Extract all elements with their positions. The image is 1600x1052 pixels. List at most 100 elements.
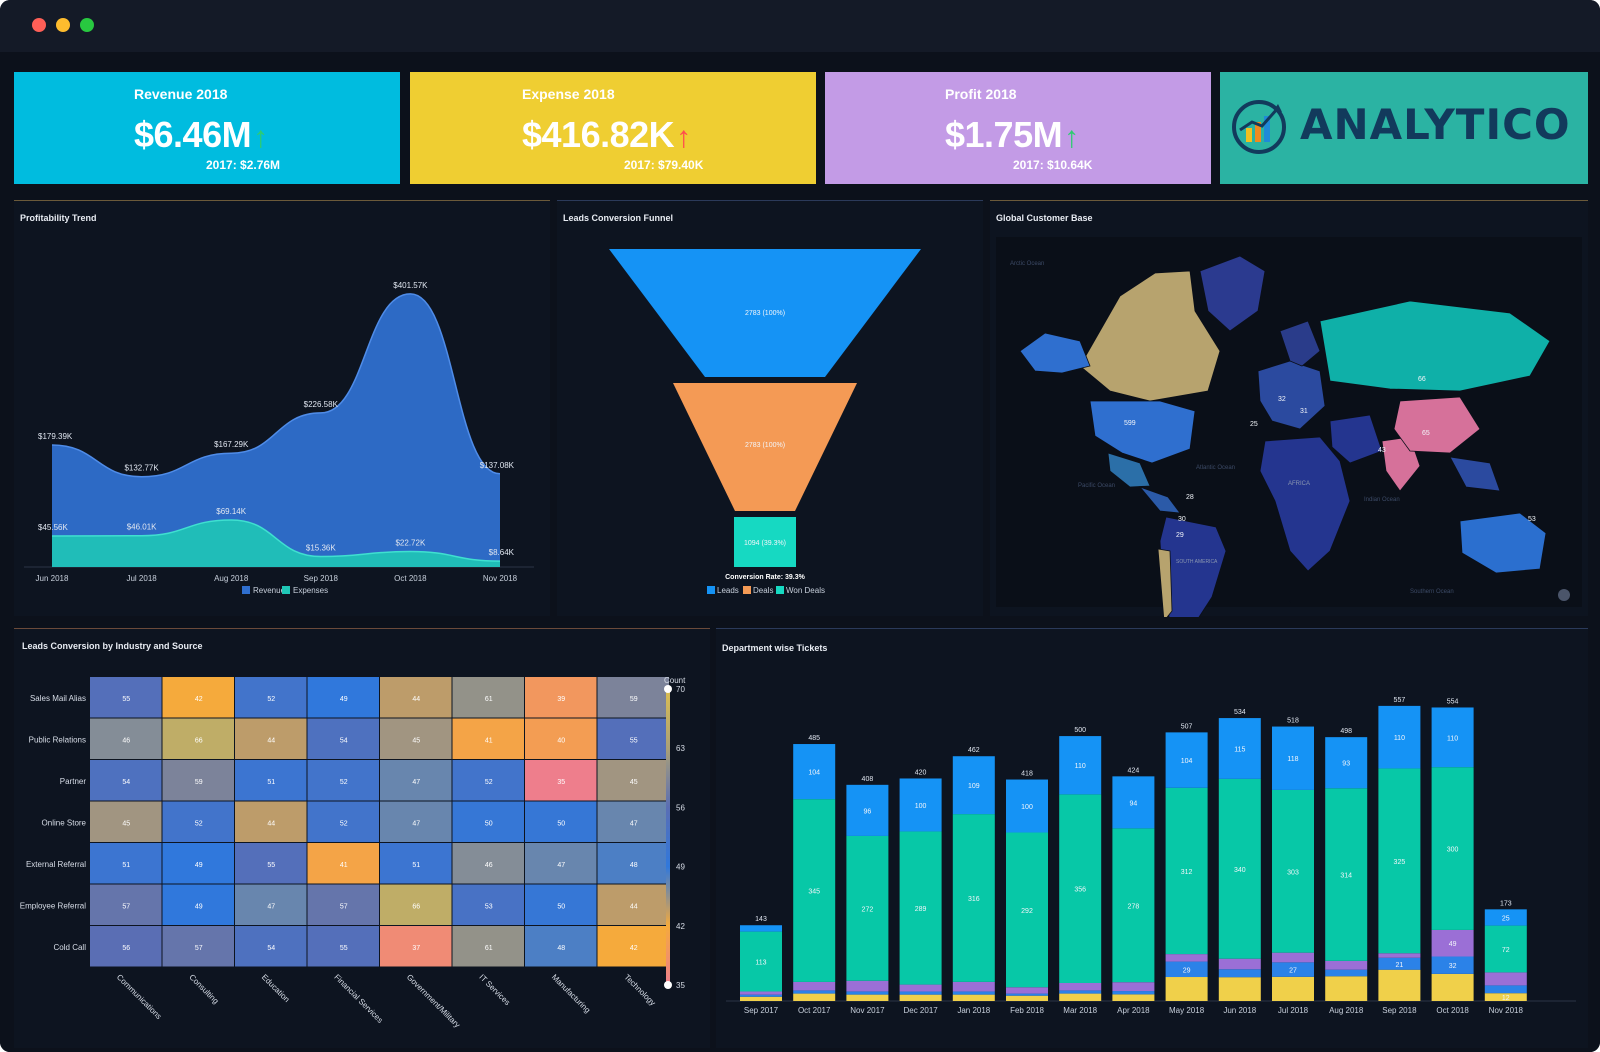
heatmap-cell[interactable] (235, 718, 307, 760)
legend-checkbox[interactable] (282, 586, 290, 594)
bar-segment[interactable] (793, 993, 836, 1001)
heatmap-cell[interactable] (162, 926, 235, 967)
heatmap-cell[interactable] (162, 677, 235, 718)
legend-label[interactable]: Leads (717, 586, 739, 595)
legend-min-handle[interactable] (664, 981, 672, 989)
kpi-card-expense[interactable]: Expense 2018 $416.82K↑ 2017: $79.40K (410, 72, 816, 184)
funnel-leads[interactable] (609, 249, 921, 377)
maximize-window-button[interactable] (80, 18, 94, 32)
heatmap-cell[interactable] (525, 884, 597, 926)
heatmap-cell[interactable] (597, 926, 670, 967)
region-mexico[interactable] (1107, 452, 1151, 488)
legend-label[interactable]: Expenses (293, 586, 328, 595)
bar-segment[interactable] (1272, 952, 1314, 963)
region-central-am[interactable] (1138, 486, 1181, 514)
bar-segment[interactable] (1006, 832, 1048, 988)
region-canada[interactable] (1079, 270, 1221, 402)
bar-segment[interactable] (1006, 995, 1048, 1001)
region-australia[interactable] (1459, 512, 1547, 574)
heatmap-cell[interactable] (162, 801, 235, 843)
heatmap-cell[interactable] (90, 718, 162, 760)
bar-segment[interactable] (846, 835, 889, 981)
bar-segment[interactable] (1272, 726, 1314, 790)
region-china[interactable] (1393, 396, 1481, 454)
bar-segment[interactable] (899, 778, 942, 832)
heatmap-cell[interactable] (597, 760, 670, 801)
heatmap-cell[interactable] (235, 843, 307, 884)
bar-segment[interactable] (1059, 736, 1102, 795)
bar-segment[interactable] (1484, 972, 1527, 986)
heatmap-cell[interactable] (380, 926, 452, 967)
heatmap-cell[interactable] (452, 926, 525, 967)
region-africa[interactable] (1259, 436, 1351, 572)
bar-segment[interactable] (899, 991, 942, 995)
bar-segment[interactable] (1272, 962, 1314, 977)
bar-segment[interactable] (1325, 737, 1368, 789)
legend-label[interactable]: Revenue (253, 586, 286, 595)
funnel-deals[interactable] (673, 383, 857, 511)
heatmap-cell[interactable] (452, 843, 525, 884)
heatmap-cell[interactable] (452, 801, 525, 843)
bar-segment[interactable] (1431, 956, 1474, 974)
bar-segment[interactable] (740, 996, 782, 1001)
heatmap-cell[interactable] (90, 843, 162, 884)
bar-segment[interactable] (952, 981, 995, 992)
bar-segment[interactable] (1484, 993, 1527, 1001)
heatmap-cell[interactable] (597, 718, 670, 760)
heatmap-cell[interactable] (452, 884, 525, 926)
bar-segment[interactable] (1218, 778, 1261, 959)
bar-segment[interactable] (1059, 990, 1102, 994)
heatmap-cell[interactable] (307, 718, 380, 760)
bar-segment[interactable] (1112, 982, 1155, 992)
close-window-button[interactable] (32, 18, 46, 32)
bar-segment[interactable] (1218, 958, 1261, 970)
bar-segment[interactable] (1165, 787, 1208, 955)
bar-segment[interactable] (1484, 909, 1527, 926)
world-map[interactable]: Arctic Ocean Pacific Ocean Atlantic Ocean I… (990, 201, 1588, 632)
region-se-asia[interactable] (1449, 456, 1501, 492)
heatmap-cell[interactable] (525, 801, 597, 843)
bar-segment[interactable] (1059, 794, 1102, 983)
bar-segment[interactable] (1006, 993, 1048, 996)
heatmap-cell[interactable] (307, 884, 380, 926)
bar-segment[interactable] (1165, 977, 1208, 1001)
legend-checkbox[interactable] (776, 586, 784, 594)
heatmap-cell[interactable] (380, 884, 452, 926)
bar-segment[interactable] (1272, 789, 1314, 953)
bar-segment[interactable] (793, 981, 836, 991)
region-alaska[interactable] (1019, 332, 1091, 374)
heatmap-cell[interactable] (235, 760, 307, 801)
heatmap-cell[interactable] (90, 760, 162, 801)
heatmap-cell[interactable] (380, 801, 452, 843)
bar-segment[interactable] (899, 831, 942, 985)
heatmap-cell[interactable] (307, 926, 380, 967)
bar-segment[interactable] (740, 994, 782, 997)
heatmap-cell[interactable] (452, 718, 525, 760)
heatmap-cell[interactable] (525, 677, 597, 718)
region-middle-east[interactable] (1329, 414, 1383, 464)
heatmap-cell[interactable] (307, 801, 380, 843)
bar-segment[interactable] (952, 994, 995, 1001)
legend-max-handle[interactable] (664, 685, 672, 693)
bar-segment[interactable] (846, 991, 889, 995)
bar-segment[interactable] (1165, 961, 1208, 978)
bar-segment[interactable] (1431, 767, 1474, 930)
bar-segment[interactable] (1431, 707, 1474, 768)
bar-segment[interactable] (1112, 994, 1155, 1001)
bar-segment[interactable] (740, 931, 782, 992)
heatmap-cell[interactable] (162, 718, 235, 760)
bar-segment[interactable] (1325, 788, 1368, 961)
bar-segment[interactable] (899, 984, 942, 992)
bar-segment[interactable] (1006, 779, 1048, 833)
heatmap-cell[interactable] (597, 677, 670, 718)
heatmap-cell[interactable] (235, 926, 307, 967)
heatmap-cell[interactable] (307, 760, 380, 801)
heatmap-cell[interactable] (307, 677, 380, 718)
legend-checkbox[interactable] (707, 586, 715, 594)
bar-segment[interactable] (740, 991, 782, 995)
bar-segment[interactable] (740, 925, 782, 932)
heatmap-cell[interactable] (235, 677, 307, 718)
bar-segment[interactable] (1165, 732, 1208, 788)
heatmap-cell[interactable] (597, 801, 670, 843)
region-antarctic-label-area[interactable] (1289, 600, 1292, 603)
